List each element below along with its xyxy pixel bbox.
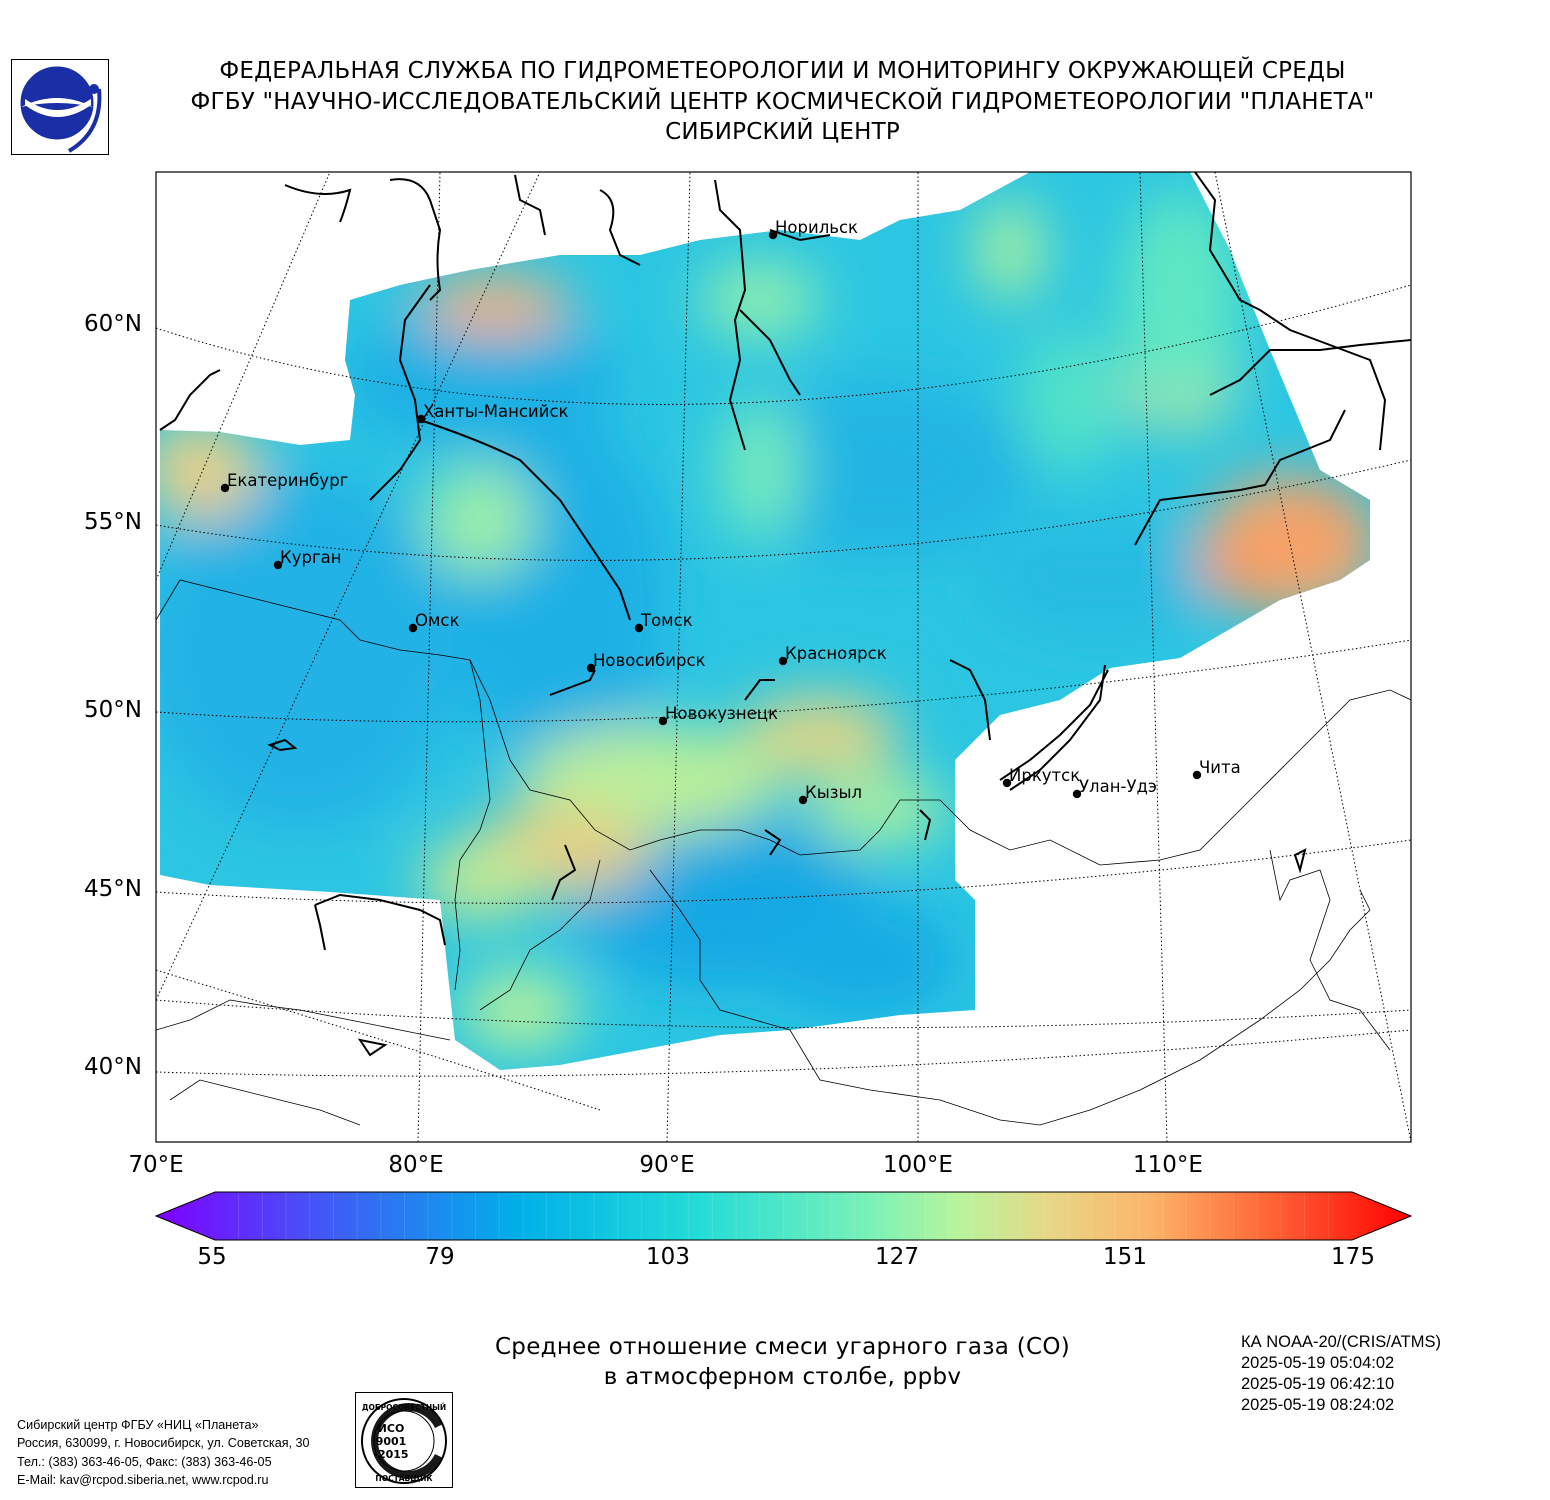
city-label: Новокузнецк (665, 704, 778, 723)
city-label: Кызыл (805, 783, 862, 802)
city-label: Екатеринбург (227, 471, 348, 490)
map-frame (155, 171, 1412, 1143)
iso-text-3: -2015 (373, 1448, 408, 1461)
city-label: Чита (1199, 758, 1241, 777)
colorbar-tick-label: 151 (1103, 1244, 1147, 1270)
city-markers: Норильск Ханты-Мансийск Екатеринбург Курган… (220, 218, 1241, 805)
lon-label-90: 90°E (639, 1152, 695, 1178)
colorbar-tick-label: 175 (1331, 1244, 1375, 1270)
borders (156, 579, 1411, 1126)
lat-label-45: 45°N (84, 876, 142, 902)
pass-time: 2025-05-19 06:42:10 (1241, 1375, 1395, 1393)
lat-label-60: 60°N (84, 311, 142, 337)
lon-label-80: 80°E (388, 1152, 444, 1178)
city-label: Новосибирск (593, 651, 706, 670)
lat-label-40: 40°N (84, 1054, 142, 1080)
city-label: Ханты-Мансийск (423, 402, 569, 421)
iso-bottom-text: ПОСТАВЩИК (375, 1474, 433, 1483)
city-label: Иркутск (1009, 766, 1080, 785)
lon-label-110: 110°E (1133, 1152, 1203, 1178)
footer-line: Россия, 630099, г. Новосибирск, ул. Сове… (17, 1436, 310, 1451)
map-title-line-2: в атмосферном столбе, ppbv (603, 1364, 962, 1390)
footer-line: Тел.: (383) 363-46-05, Факс: (383) 363-4… (17, 1454, 272, 1469)
city-marker-dot (768, 230, 778, 240)
colorbar-tick-label: 103 (646, 1244, 690, 1270)
map-title-line-1: Среднее отношение смеси угарного газа (C… (494, 1334, 1071, 1360)
header-line-1: ФЕДЕРАЛЬНАЯ СЛУЖБА ПО ГИДРОМЕТЕОРОЛОГИИ … (219, 58, 1346, 84)
city-marker-dot (798, 795, 808, 805)
satellite-name: КА NOAA-20/(CRIS/ATMS) (1241, 1333, 1441, 1351)
footer-line: E-Mail: kav@rcpod.siberia.net, www.rcpod… (17, 1472, 269, 1487)
city-marker-dot (1192, 770, 1202, 780)
city-marker-dot (1072, 789, 1082, 799)
header: ФЕДЕРАЛЬНАЯ СЛУЖБА ПО ГИДРОМЕТЕОРОЛОГИИ … (120, 56, 1445, 148)
colorbar-tick-label: 127 (875, 1244, 919, 1270)
colorbar-tick-label: 79 (425, 1244, 455, 1270)
city-marker-dot (658, 716, 668, 726)
lat-label-50: 50°N (84, 697, 142, 723)
city-marker-dot (586, 663, 596, 673)
lon-label-70: 70°E (128, 1152, 184, 1178)
pass-time: 2025-05-19 08:24:02 (1241, 1396, 1395, 1414)
city-label: Томск (640, 611, 693, 630)
coastlines (159, 172, 1411, 1057)
city-label: Улан-Удэ (1079, 777, 1157, 796)
lat-label-55: 55°N (84, 509, 142, 535)
co-field: Норильск Ханты-Мансийск Екатеринбург Курган… (156, 172, 1411, 1142)
city-label: Красноярск (785, 644, 887, 663)
city-marker-dot (416, 414, 426, 424)
city-label: Омск (415, 611, 460, 630)
iso-text-2: 9001 (376, 1435, 407, 1448)
colorbar-tick-label: 55 (197, 1244, 227, 1270)
header-line-2: ФГБУ "НАУЧНО-ИССЛЕДОВАТЕЛЬСКИЙ ЦЕНТР КОС… (190, 88, 1375, 115)
city-marker-dot (1002, 778, 1012, 788)
colorbar (154, 1191, 1413, 1241)
planeta-logo-icon (11, 59, 109, 155)
footer-contacts: Сибирский центр ФГБУ «НИЦ «Планета» Росс… (17, 1416, 310, 1489)
city-marker-dot (408, 623, 418, 633)
city-label: Норильск (775, 218, 858, 237)
city-marker-dot (634, 623, 644, 633)
iso-9001-badge-icon: ДОБРОСОВЕСТНЫЙ ИСО 9001 -2015 ПОСТАВЩИК (355, 1392, 453, 1488)
city-marker-dot (220, 483, 230, 493)
city-label: Курган (280, 548, 342, 567)
city-marker-dot (778, 656, 788, 666)
map-title: Среднее отношение смеси угарного газа (C… (380, 1332, 1185, 1392)
graticule (156, 172, 1411, 1142)
satellite-info: КА NOAA-20/(CRIS/ATMS) 2025-05-19 05:04:… (1241, 1332, 1441, 1416)
city-marker-dot (273, 560, 283, 570)
pass-time: 2025-05-19 05:04:02 (1241, 1354, 1395, 1372)
footer-line: Сибирский центр ФГБУ «НИЦ «Планета» (17, 1418, 259, 1432)
header-line-3: СИБИРСКИЙ ЦЕНТР (665, 119, 900, 145)
lon-label-100: 100°E (883, 1152, 953, 1178)
iso-text-1: ИСО (378, 1422, 405, 1435)
iso-top-text: ДОБРОСОВЕСТНЫЙ (362, 1403, 446, 1412)
